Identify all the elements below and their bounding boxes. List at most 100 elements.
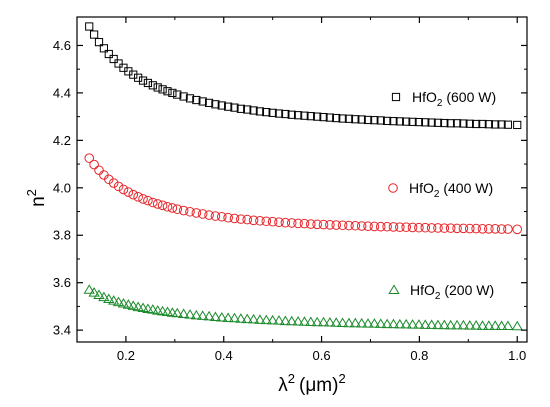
data-point [471,223,481,234]
data-point [495,320,508,331]
data-point [344,220,354,231]
data-point [325,113,334,122]
data-point [229,213,240,224]
data-point [402,117,411,126]
data-point [388,222,399,232]
legend-entry: HfO2 (600 W) [391,89,496,109]
series-circle [84,153,523,235]
data-point [112,296,125,307]
data-point [157,200,168,211]
data-point [137,302,149,313]
data-point [198,97,207,106]
data-point [446,119,455,128]
data-point [293,218,303,229]
data-point [298,316,311,326]
data-point [236,214,246,224]
data-point [94,38,104,47]
data-point [458,223,469,234]
data-point [484,120,493,129]
x-axis-label-unit: (μm) [299,375,338,396]
data-point [104,49,113,59]
data-point [162,201,173,212]
data-point [496,224,507,234]
data-point [483,320,495,330]
data-point [158,85,167,94]
data-point [457,319,470,330]
legend-label-main: HfO [409,180,434,196]
data-point [209,311,222,322]
data-point [261,216,272,227]
data-point [484,224,494,234]
data-point [254,314,266,324]
data-point [382,221,392,232]
data-point [445,319,457,330]
data-point [179,92,188,101]
data-point [153,83,162,92]
data-point [355,317,368,328]
data-point [260,314,272,325]
data-point [255,215,265,226]
y-tick-label: 4.6 [53,38,71,53]
data-point [143,195,153,206]
data-point [503,224,513,234]
data-series [83,22,523,331]
data-point [472,119,481,129]
data-point [395,222,405,232]
data-point [85,22,94,31]
data-point [414,117,424,127]
legend-label-rest: (400 W) [439,180,493,196]
plot-area [76,16,528,343]
data-point [413,319,425,329]
data-point [451,319,463,330]
data-point [185,206,195,217]
data-point [370,116,379,125]
data-point [274,217,284,228]
data-point [138,194,148,204]
data-point [286,315,298,326]
data-point [351,115,360,124]
data-point [113,181,124,192]
data-point [387,318,400,329]
data-point [426,223,437,233]
data-point [497,120,506,129]
data-point [470,320,482,330]
data-point [407,222,418,233]
data-point [313,112,322,121]
data-point [185,94,195,103]
data-point [389,117,398,126]
legend-entry: HfO2 (400 W) [388,180,493,200]
data-point [489,320,501,330]
legend-entry: HfO2 (200 W) [388,282,494,302]
legend-label-subscript: 2 [434,189,440,200]
axes: 0.2 0.4 0.6 0.8 1.0 3.4 3.6 3.8 4.0 4.2 4.4 4.6 [53,17,527,363]
data-point [242,214,253,225]
data-point [349,317,361,328]
y-tick-label: 3.8 [53,228,71,243]
data-point [400,318,412,329]
y-tick-label: 3.4 [53,323,71,338]
data-point [172,204,183,214]
data-point [513,120,522,130]
data-point [190,309,203,320]
data-point [332,113,341,123]
data-point [129,70,138,79]
data-point [171,307,183,318]
legend-label-rest: (600 W) [442,89,496,105]
legend-label: HfO2 (600 W) [412,89,496,109]
legend-label-rest: (200 W) [440,282,494,298]
data-point [299,218,310,229]
data-point [216,311,228,322]
data-point [503,120,513,129]
legend-label-subscript: 2 [437,98,443,109]
data-point [267,216,278,227]
data-point [148,197,158,208]
data-point [452,119,462,128]
data-point [93,289,105,299]
data-point [223,212,233,223]
legend-label: HfO2 (200 W) [410,282,494,302]
data-point [459,119,468,128]
data-point [197,310,209,320]
data-point [300,111,309,120]
data-point [325,220,335,230]
data-point [90,30,99,39]
